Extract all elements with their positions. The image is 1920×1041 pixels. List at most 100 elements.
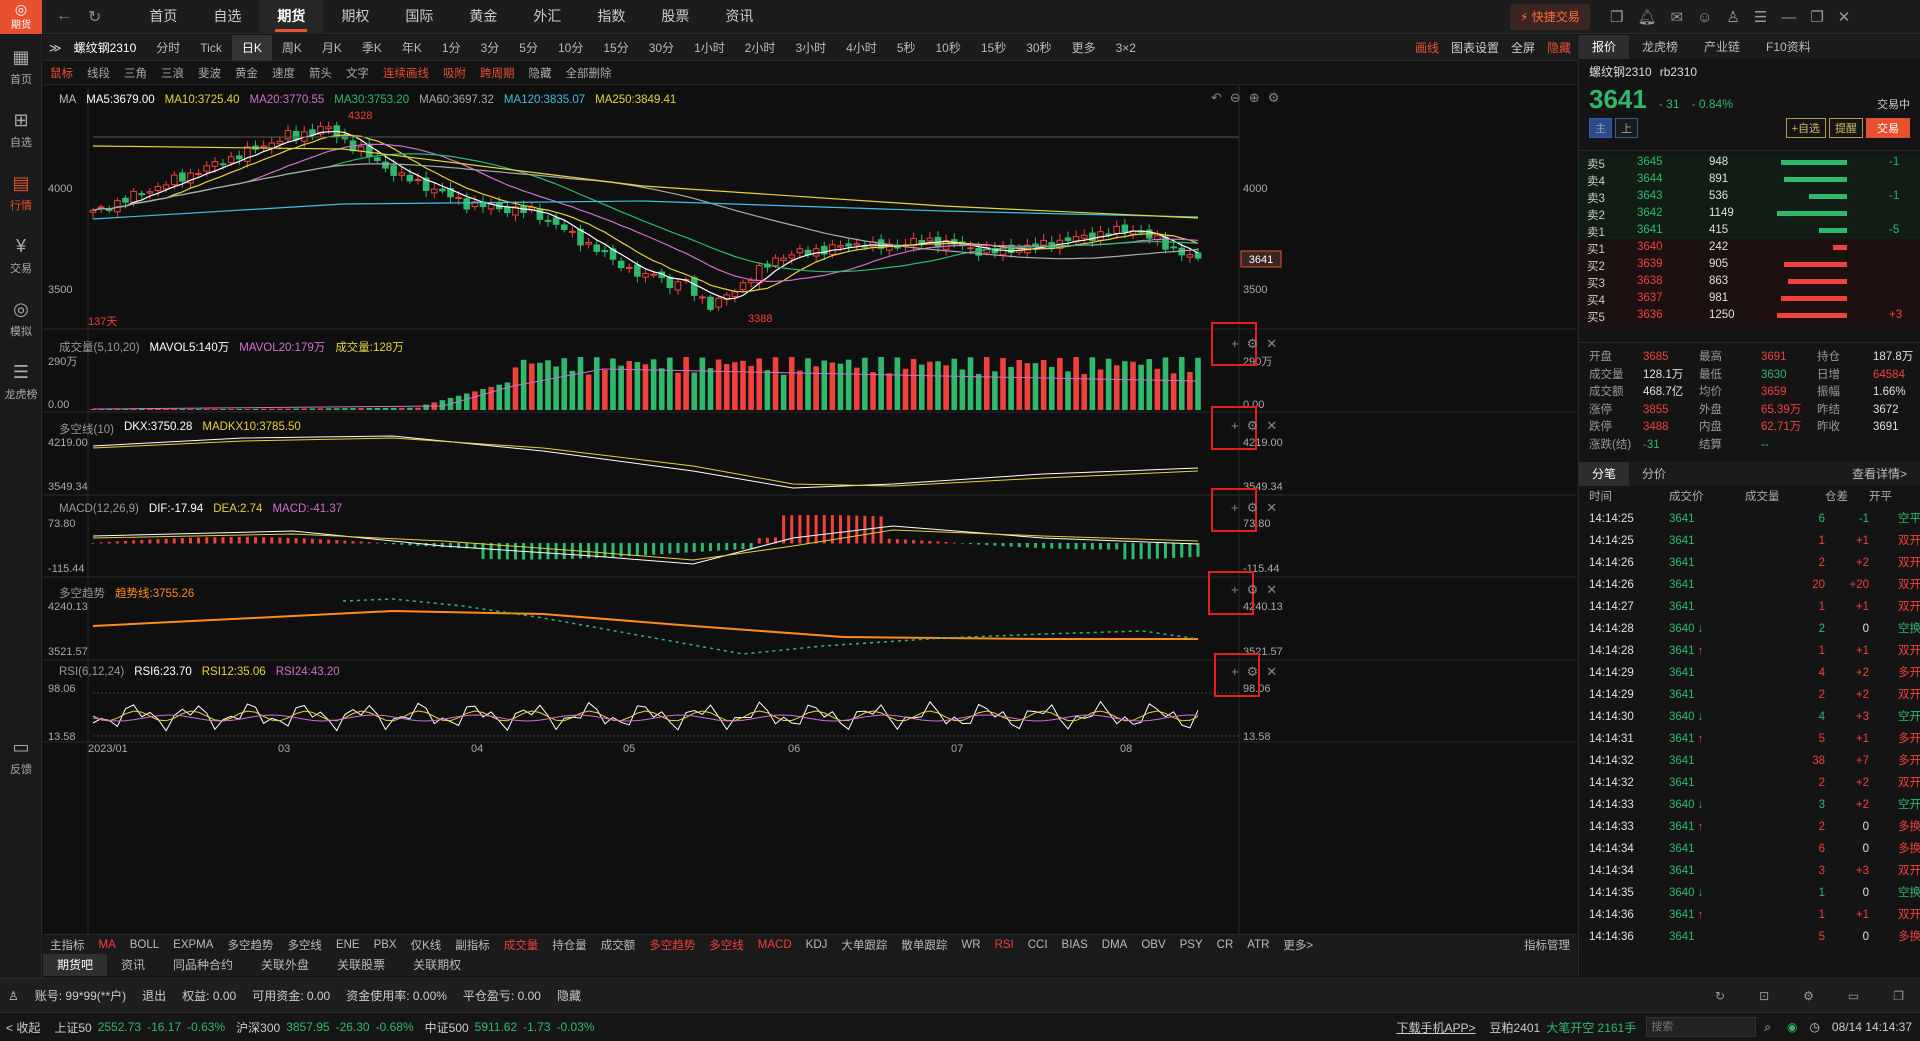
account-item[interactable]: 隐藏 — [556, 989, 581, 1003]
window-icon[interactable]: ▭ — [1847, 988, 1860, 1003]
period-tab[interactable]: 周K — [281, 40, 302, 55]
user-icon[interactable]: ♙ — [8, 988, 19, 1003]
indicator-item[interactable]: 成交额 — [600, 939, 636, 952]
draw-tool[interactable]: 全部删除 — [565, 67, 612, 80]
quick-trade-button[interactable]: ⚡ 快捷交易 — [1510, 4, 1590, 30]
zoom-in-icon[interactable]: ⊕ — [1248, 90, 1260, 105]
gear-icon[interactable]: ⚙ — [1803, 988, 1814, 1003]
add-icon[interactable]: + — [1231, 582, 1239, 597]
indicator-item[interactable]: 更多> — [1283, 939, 1314, 952]
quote-button[interactable]: 提醒 — [1829, 118, 1863, 138]
period-tab[interactable]: 10秒 — [935, 40, 961, 55]
sidebar-item[interactable]: ◎ 模拟 — [0, 287, 42, 350]
indicator-item[interactable]: 大单跟踪 — [841, 939, 888, 952]
indicator-item[interactable]: MA — [98, 938, 116, 951]
sidebar-item[interactable]: ▤ 行情 — [0, 161, 42, 224]
period-tab[interactable]: 30分 — [648, 40, 675, 55]
lock-icon[interactable]: ⊡ — [1759, 988, 1770, 1003]
menu-icon[interactable]: ☰ — [1753, 9, 1768, 26]
draw-tool[interactable]: 隐藏 — [528, 67, 552, 80]
indicator-item[interactable]: 主指标 — [50, 939, 85, 952]
nav-item[interactable]: 国际 — [405, 7, 434, 24]
indicator-item[interactable]: MACD — [757, 938, 792, 951]
quote-tab[interactable]: 报价 — [1579, 35, 1630, 59]
period-tab[interactable]: 更多 — [1071, 40, 1096, 55]
indicator-item[interactable]: RSI — [994, 938, 1014, 951]
period-tab[interactable]: 1小时 — [694, 40, 725, 55]
period-tab[interactable]: 3×2 — [1115, 40, 1136, 55]
close-icon[interactable]: ✕ — [1837, 9, 1851, 26]
sidebar-item[interactable]: ☰ 龙虎榜 — [0, 350, 42, 413]
quote-tab[interactable]: 产业链 — [1704, 40, 1741, 54]
sidebar-item[interactable]: ▦ 首页 — [0, 35, 42, 98]
draw-tool[interactable]: 文字 — [346, 67, 369, 80]
back-arrow-icon[interactable]: ← — [56, 6, 72, 24]
draw-tool[interactable]: 鼠标 — [50, 67, 73, 80]
indicator-item[interactable]: EXPMA — [173, 938, 214, 951]
draw-tool[interactable]: 箭头 — [309, 67, 332, 80]
window-icon[interactable]: ❐ — [1610, 9, 1624, 26]
indicator-item[interactable]: 指标管理 — [1524, 939, 1570, 952]
refresh-icon[interactable]: ↻ — [1715, 988, 1726, 1003]
indicator-item[interactable]: 仅K线 — [410, 939, 442, 952]
period-tab[interactable]: 3小时 — [795, 40, 827, 55]
period-tab[interactable]: 季K — [361, 40, 382, 55]
account-item[interactable]: 退出 — [142, 989, 167, 1003]
kline-chart[interactable]: 4000 3500 4000 3500 4328 3388 137天 3641 290万 0.00… — [43, 86, 1577, 934]
indicator-item[interactable]: 成交量 — [503, 939, 539, 952]
draw-tool[interactable]: 线段 — [87, 67, 110, 80]
nav-item[interactable]: 黄金 — [469, 7, 498, 24]
close-pane-icon[interactable]: ✕ — [1266, 336, 1278, 351]
indicator-item[interactable]: WR — [961, 938, 981, 951]
undo-icon[interactable]: ↶ — [1211, 90, 1222, 105]
add-icon[interactable]: + — [1231, 418, 1239, 433]
bottom-tab[interactable]: 同品种合约 — [173, 958, 234, 972]
quote-button[interactable]: 交易 — [1866, 118, 1910, 138]
draw-tool[interactable]: 三浪 — [161, 67, 184, 80]
bottom-tab[interactable]: 关联期权 — [413, 958, 462, 972]
indicator-item[interactable]: CR — [1216, 938, 1234, 951]
toolbar-3[interactable]: 隐藏 — [1546, 41, 1571, 55]
draw-tool[interactable]: 跨周期 — [480, 67, 515, 80]
symbol-name[interactable]: 螺纹钢2310 — [73, 41, 137, 55]
stack-icon[interactable]: ❐ — [1893, 988, 1904, 1003]
period-tab[interactable]: 10分 — [557, 40, 584, 55]
trade-tab[interactable]: 分价 — [1642, 467, 1667, 481]
period-tab[interactable]: 日K — [231, 34, 272, 61]
close-pane-icon[interactable]: ✕ — [1266, 582, 1278, 597]
detail-link[interactable]: 查看详情> — [1851, 467, 1907, 481]
sidebar-item[interactable]: ¥ 交易 — [0, 224, 42, 287]
search-icon[interactable]: ⌕ — [1764, 1019, 1771, 1034]
quote-tab[interactable]: 龙虎榜 — [1642, 40, 1679, 54]
add-icon[interactable]: + — [1231, 664, 1239, 679]
close-pane-icon[interactable]: ✕ — [1266, 500, 1278, 515]
indicator-item[interactable]: 副指标 — [455, 939, 490, 952]
period-tab[interactable]: 5分 — [519, 40, 538, 55]
period-tab[interactable]: 30秒 — [1026, 40, 1052, 55]
sidebar-item[interactable]: ⊞ 自选 — [0, 98, 42, 161]
nav-item[interactable]: 股票 — [661, 7, 690, 24]
indicator-item[interactable]: 持仓量 — [552, 939, 587, 952]
indicator-item[interactable]: 散单跟踪 — [901, 939, 948, 952]
download-link[interactable]: 下载手机APP> — [1396, 1020, 1476, 1035]
nav-item[interactable]: 期权 — [341, 7, 370, 24]
gear-icon[interactable]: ⚙ — [1246, 418, 1259, 433]
indicator-item[interactable]: PBX — [373, 938, 397, 951]
period-tab[interactable]: 15秒 — [980, 40, 1007, 55]
trade-tab[interactable]: 分笔 — [1579, 462, 1630, 486]
indicator-item[interactable]: 多空趋势 — [227, 939, 274, 952]
menu-toggle-icon[interactable]: ≫ — [49, 40, 62, 55]
indicator-item[interactable]: PSY — [1179, 938, 1203, 951]
sidebar-item[interactable]: ▭ 反馈 — [0, 725, 42, 788]
bottom-tab[interactable]: 期货吧 — [43, 954, 108, 976]
indicator-item[interactable]: 多空线 — [287, 939, 322, 952]
nav-item[interactable]: 自选 — [213, 7, 242, 24]
period-tab[interactable]: 年K — [401, 40, 422, 55]
quote-button[interactable]: 上 — [1615, 118, 1638, 138]
gear-icon[interactable]: ⚙ — [1246, 664, 1259, 679]
chart-area[interactable]: 4000 3500 4000 3500 4328 3388 137天 3641 290万 0.00… — [43, 86, 1577, 934]
search-input[interactable] — [1646, 1017, 1757, 1037]
settings-icon[interactable]: ⚙ — [1267, 90, 1280, 105]
period-tab[interactable]: Tick — [200, 40, 222, 55]
shirt-icon[interactable]: ♙ — [1726, 9, 1740, 26]
